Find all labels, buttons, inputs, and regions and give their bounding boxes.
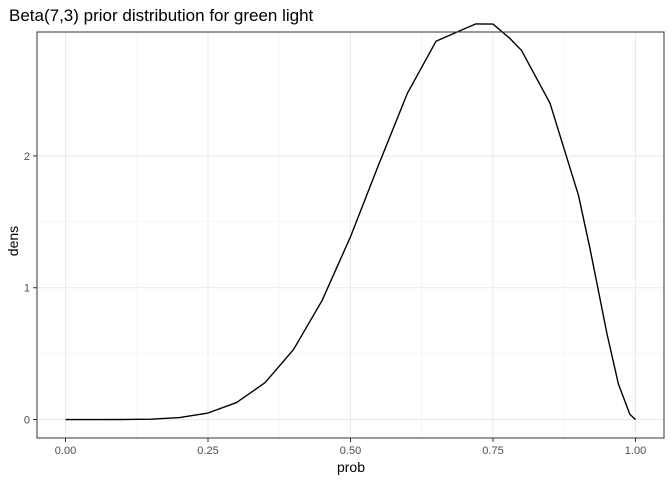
x-tick-label: 0.50 [340,445,361,457]
y-tick-label: 1 [24,283,30,295]
y-tick-label: 2 [24,151,30,163]
x-tick-label: 0.75 [482,445,503,457]
y-tick-label: 0 [24,415,30,427]
x-tick-label: 0.00 [55,445,76,457]
x-tick-label: 0.25 [197,445,218,457]
x-tick-label: 1.00 [625,445,646,457]
chart-title: Beta(7,3) prior distribution for green l… [9,6,314,25]
y-axis-title: dens [5,226,21,256]
density-curve-line [65,23,636,421]
plot-panel: 0.00 0.25 0.50 0.75 1.00 0 1 2 [24,23,665,457]
x-axis-title: prob [337,459,365,475]
